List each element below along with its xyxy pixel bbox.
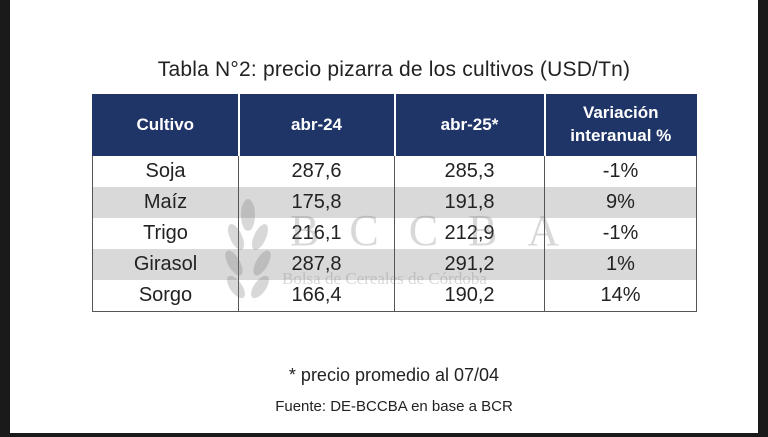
header-variacion: Variación interanual %: [544, 94, 697, 156]
cell-abr-25: 285,3: [394, 155, 545, 187]
footnote: * precio promedio al 07/04: [288, 365, 500, 385]
header-cultivo: Cultivo: [92, 94, 240, 156]
cell-variacion: -1%: [544, 218, 697, 249]
cell-abr-24: 166,4: [238, 280, 395, 312]
header-variacion-line2: interanual %: [570, 126, 672, 145]
table-row: Girasol 287,8 291,2 1%: [92, 249, 697, 280]
cell-abr-25: 291,2: [394, 249, 545, 280]
price-table: Cultivo abr-24 abr-25* Variación interan…: [92, 94, 697, 312]
cell-cultivo: Trigo: [92, 218, 239, 249]
cell-abr-25: 190,2: [394, 280, 545, 312]
right-border: [758, 0, 768, 437]
header-abr-24: abr-24: [238, 94, 396, 156]
cell-variacion: 9%: [544, 187, 697, 218]
cell-cultivo: Sorgo: [92, 280, 239, 312]
cell-variacion: 14%: [544, 280, 697, 312]
price-table-container: Cultivo abr-24 abr-25* Variación interan…: [92, 94, 697, 312]
cell-abr-24: 216,1: [238, 218, 395, 249]
table-caption: Tabla N°2: precio pizarra de los cultivo…: [157, 58, 631, 81]
header-variacion-line1: Variación: [582, 103, 659, 123]
header-row: Cultivo abr-24 abr-25* Variación interan…: [92, 94, 697, 156]
table-row: Maíz 175,8 191,8 9%: [92, 187, 697, 218]
table-row: Trigo 216,1 212,9 -1%: [92, 218, 697, 249]
cell-abr-24: 175,8: [238, 187, 395, 218]
table-row: Sorgo 166,4 190,2 14%: [92, 280, 697, 312]
cell-abr-24: 287,8: [238, 249, 395, 280]
cell-abr-25: 212,9: [394, 218, 545, 249]
cell-abr-25: 191,8: [394, 187, 545, 218]
cell-cultivo: Maíz: [92, 187, 239, 218]
left-border: [0, 0, 10, 437]
cell-cultivo: Girasol: [92, 249, 239, 280]
cell-variacion: -1%: [544, 155, 697, 187]
header-abr-25: abr-25*: [394, 94, 546, 156]
table-row: Soja 287,6 285,3 -1%: [92, 155, 697, 187]
cell-cultivo: Soja: [92, 155, 239, 187]
cell-variacion: 1%: [544, 249, 697, 280]
source-note: Fuente: DE-BCCBA en base a BCR: [275, 398, 513, 415]
bottom-border: [0, 433, 768, 437]
cell-abr-24: 287,6: [238, 155, 395, 187]
